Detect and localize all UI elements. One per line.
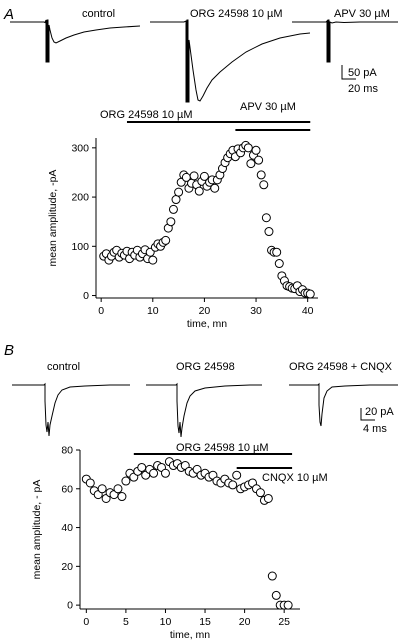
data-point-b (267, 571, 277, 581)
data-point-a (161, 235, 171, 245)
y-tick-label-a: 200 (71, 192, 89, 204)
scalebar-a-time: 20 ms (348, 83, 378, 95)
scalebar-b-amplitude: 20 pA (365, 406, 394, 418)
x-axis-label-a: time, mn (187, 318, 227, 330)
trace-b-org (146, 382, 262, 438)
y-tick-label-b: 80 (61, 445, 73, 457)
data-point-b (255, 488, 265, 498)
data-point-a (189, 171, 199, 181)
data-point-a (272, 247, 282, 257)
data-point-b (137, 462, 147, 472)
data-point-a (259, 180, 269, 190)
trace-a-apv (292, 19, 398, 63)
data-point-b (113, 484, 123, 494)
data-point-a (194, 186, 204, 196)
y-tick-label-b: 40 (61, 522, 73, 534)
y-tick-label-b: 0 (67, 600, 73, 612)
y-tick-label-a: 300 (71, 142, 89, 154)
x-tick-label-a: 20 (199, 305, 211, 317)
trace-a2-label: ORG 24598 10 µM (190, 8, 283, 20)
trace-b2-label: ORG 24598 (176, 361, 235, 373)
x-tick-label-b: 25 (278, 616, 290, 628)
data-point-a (199, 171, 209, 181)
x-tick-label-b: 15 (199, 616, 211, 628)
data-point-a (210, 183, 220, 193)
panel-b: B control ORG 24598 ORG 24598 + CNQX 20 … (4, 342, 398, 641)
scalebar-a-amplitude: 50 pA (348, 67, 377, 79)
data-point-b (97, 484, 107, 494)
treatment-bar-label-b: ORG 24598 10 µM (176, 442, 269, 454)
data-point-b (283, 600, 293, 610)
y-tick-label-b: 20 (61, 561, 73, 573)
data-point-a (174, 187, 184, 197)
trace-b3-label: ORG 24598 + CNQX (289, 361, 393, 373)
trace-a3-label: APV 30 µM (334, 8, 390, 20)
treatment-bar-label-b: CNQX 10 µM (262, 472, 328, 484)
data-point-a (256, 170, 266, 180)
y-tick-label-a: 0 (83, 290, 89, 302)
data-point-b (263, 493, 273, 503)
y-tick-label-a: 100 (71, 241, 89, 253)
scalebar-b-time: 4 ms (363, 423, 387, 435)
data-point-b (85, 478, 95, 488)
x-tick-label-b: 20 (239, 616, 251, 628)
trace-a-control (10, 19, 141, 63)
x-tick-label-a: 0 (98, 305, 104, 317)
panel-b-letter: B (4, 342, 14, 359)
treatment-bar-label-a: ORG 24598 10 µM (100, 109, 193, 121)
x-tick-label-b: 0 (83, 616, 89, 628)
data-point-a (251, 145, 261, 155)
y-axis-label-b: mean amplitude, - pA (31, 480, 43, 580)
y-axis-label-a: mean amplitude, -pA (47, 170, 59, 267)
scalebar-a: 50 pA 20 ms (341, 65, 378, 95)
x-tick-label-a: 10 (147, 305, 159, 317)
panel-a-letter: A (3, 6, 14, 23)
data-point-a (305, 289, 315, 299)
chart-a: 0 10 20 30 40 0 100 200 300 time, mn mean amplitud… (47, 101, 318, 330)
data-point-b (121, 476, 131, 486)
trace-a1-label: control (82, 8, 115, 20)
trace-b1-label: control (47, 361, 80, 373)
y-tick-label-b: 60 (61, 483, 73, 495)
data-point-a (274, 259, 284, 269)
chart-b: 0 5 10 15 20 25 0 20 40 60 80 time, mn mean amplitud… (31, 442, 328, 641)
data-point-a (166, 217, 176, 227)
data-point-b (117, 492, 127, 502)
data-point-a (148, 255, 158, 265)
data-point-b (160, 468, 170, 478)
scalebar-b-lines (360, 408, 375, 421)
scalebar-a-lines (341, 65, 356, 80)
data-point-a (168, 204, 178, 214)
data-point-b (232, 470, 242, 480)
data-point-a (261, 213, 271, 223)
data-point-b (228, 480, 238, 490)
panel-a: A control ORG 24598 10 µM APV 30 µM 50 p… (3, 6, 398, 330)
trace-b-cnqx (289, 382, 398, 427)
trace-a-org (150, 19, 311, 103)
x-tick-label-b: 5 (123, 616, 129, 628)
data-point-a (254, 155, 264, 165)
data-point-a (264, 227, 274, 237)
data-point-a (243, 143, 253, 153)
x-tick-label-a: 30 (250, 305, 262, 317)
x-tick-label-b: 10 (160, 616, 172, 628)
scalebar-b: 20 pA 4 ms (360, 406, 394, 435)
treatment-bar-label-a: APV 30 µM (240, 101, 296, 113)
trace-b-control (12, 382, 130, 437)
data-point-a (171, 195, 181, 205)
x-tick-label-a: 40 (302, 305, 314, 317)
data-point-b (271, 590, 281, 600)
data-point-b (149, 468, 159, 478)
data-point-a (246, 159, 256, 169)
x-axis-label-b: time, mn (170, 629, 210, 641)
